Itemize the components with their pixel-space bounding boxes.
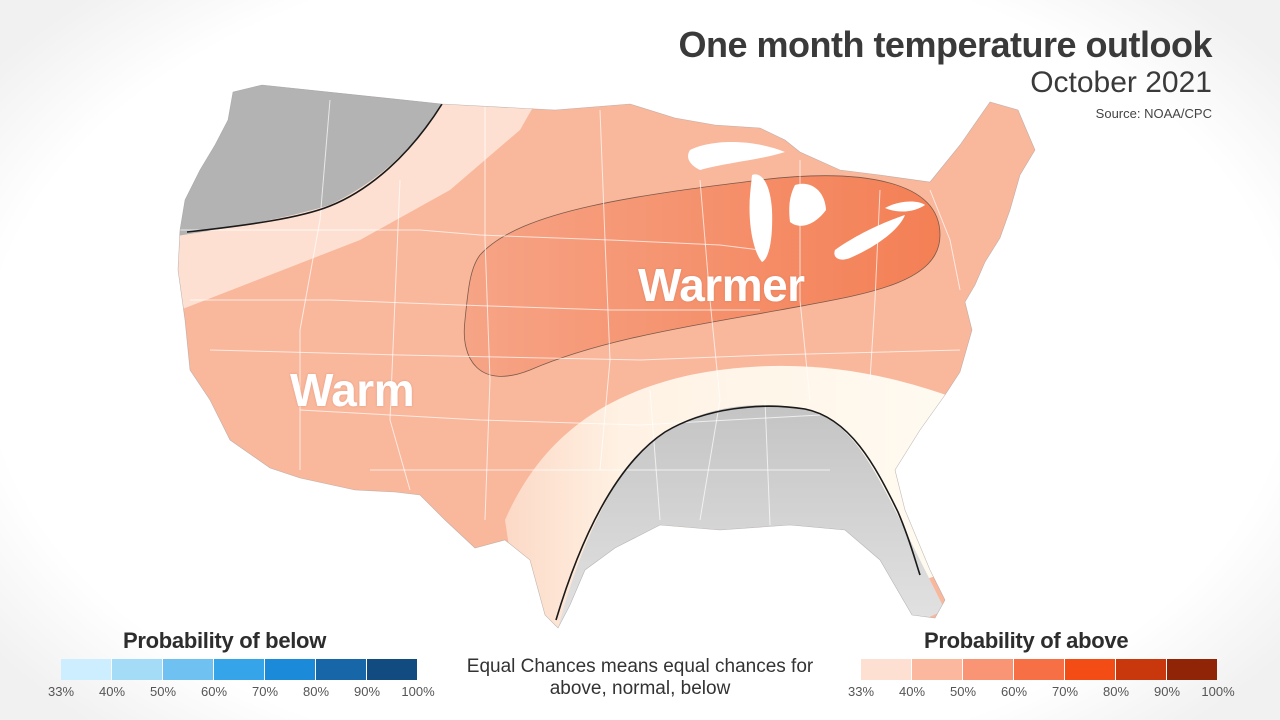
legend-above-swatch [861, 659, 911, 680]
state-boundaries [180, 99, 961, 526]
legend-above-swatch [1014, 659, 1064, 680]
legend-above-tick-label: 90% [1153, 684, 1181, 699]
legend-above-title: Probability of above [924, 628, 1129, 653]
legend-above-swatch [912, 659, 962, 680]
legend-below-tick-label: 33% [47, 684, 75, 699]
legend-below-tick-label: 90% [353, 684, 381, 699]
source-credit: Source: NOAA/CPC [1095, 106, 1212, 121]
legend-below-swatch [61, 659, 111, 680]
legend-below-swatch [112, 659, 162, 680]
legend-above-tick-label: 40% [898, 684, 926, 699]
legend-above-tick-label: 80% [1102, 684, 1130, 699]
legend-above-tick-label: 100% [1201, 684, 1235, 699]
legend-below-ticks: 33% 40% 50% 60% 70% 80% 90% 100% [48, 684, 435, 702]
below-region-southeast [555, 405, 945, 628]
legend-below-tick-label: 80% [302, 684, 330, 699]
legend-above-tick-label: 50% [949, 684, 977, 699]
legend-below-swatch [265, 659, 315, 680]
equal-chances-note: Equal Chances means equal chances for ab… [466, 656, 814, 699]
below-boundary-northwest [186, 103, 443, 233]
legend-below-tick-label: 70% [251, 684, 279, 699]
legend-below-tick-label: 40% [98, 684, 126, 699]
legend-above-swatch [1167, 659, 1217, 680]
legend-below-tick-label: 100% [401, 684, 435, 699]
below-boundary-southeast [555, 405, 921, 621]
legend-above-ticks: 33% 40% 50% 60% 70% 80% 90% 100% [848, 684, 1235, 702]
region-label-warmer: Warmer [638, 259, 805, 311]
legend-below-tick-label: 60% [200, 684, 228, 699]
legend-below-tick-label: 50% [149, 684, 177, 699]
legend-above-swatch [1116, 659, 1166, 680]
legend-above-tick-label: 70% [1051, 684, 1079, 699]
page-subtitle: October 2021 [1030, 66, 1212, 99]
legend-below-swatches [61, 659, 418, 680]
legend-below-swatch [214, 659, 264, 680]
legend-below-swatch [163, 659, 213, 680]
legend-above-tick-label: 60% [1000, 684, 1028, 699]
legend-above-swatch [963, 659, 1013, 680]
great-lakes [688, 142, 925, 262]
warmer-region [463, 175, 941, 377]
legend-below-title: Probability of below [123, 628, 327, 653]
legend-above-tick-label: 33% [847, 684, 875, 699]
legend-above-swatches [861, 659, 1218, 680]
legend-below-swatch [316, 659, 366, 680]
legend-above-swatch [1065, 659, 1115, 680]
legend-below-swatch [367, 659, 417, 680]
page-title: One month temperature outlook [678, 24, 1212, 65]
region-label-warm: Warm [290, 364, 415, 416]
